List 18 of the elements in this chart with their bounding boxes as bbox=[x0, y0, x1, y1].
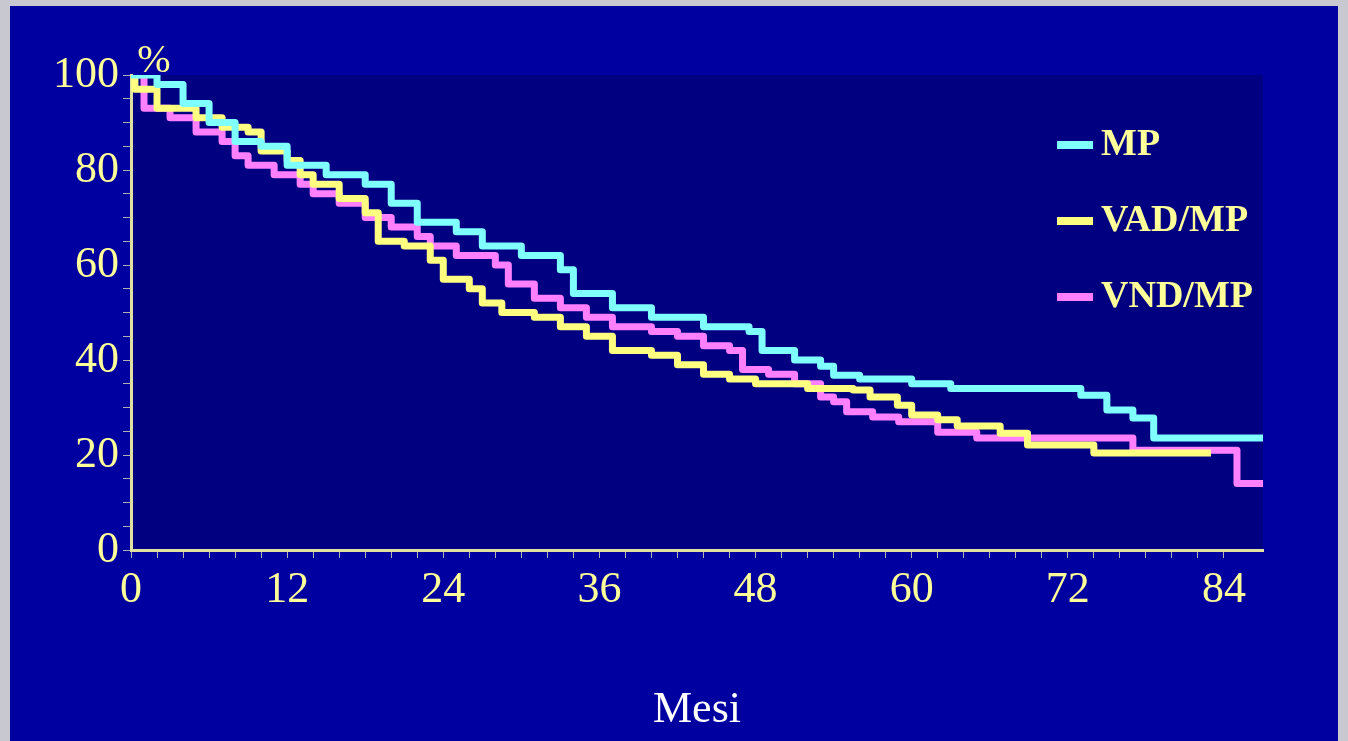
y-tick-label: 0 bbox=[97, 522, 119, 572]
x-tick-label: 84 bbox=[1201, 562, 1246, 612]
y-tick-label: 100 bbox=[53, 47, 119, 97]
y-tick-label: 40 bbox=[75, 332, 119, 382]
x-tick-label: 60 bbox=[889, 562, 934, 612]
legend-label: MP bbox=[1101, 120, 1161, 163]
legend-label: VAD/MP bbox=[1101, 196, 1249, 239]
x-tick-label: 12 bbox=[265, 562, 310, 612]
x-axis-title: Mesi bbox=[653, 683, 741, 733]
legend-label: VND/MP bbox=[1101, 272, 1254, 315]
x-tick-label: 24 bbox=[421, 562, 466, 612]
y-axis-title: % bbox=[137, 35, 171, 81]
x-tick-label: 48 bbox=[733, 562, 778, 612]
x-tick-label: 36 bbox=[577, 562, 622, 612]
y-tick-label: 60 bbox=[75, 237, 119, 287]
y-tick-label: 80 bbox=[75, 142, 119, 192]
x-tick-label: 72 bbox=[1045, 562, 1090, 612]
y-tick-label: 20 bbox=[75, 427, 119, 477]
